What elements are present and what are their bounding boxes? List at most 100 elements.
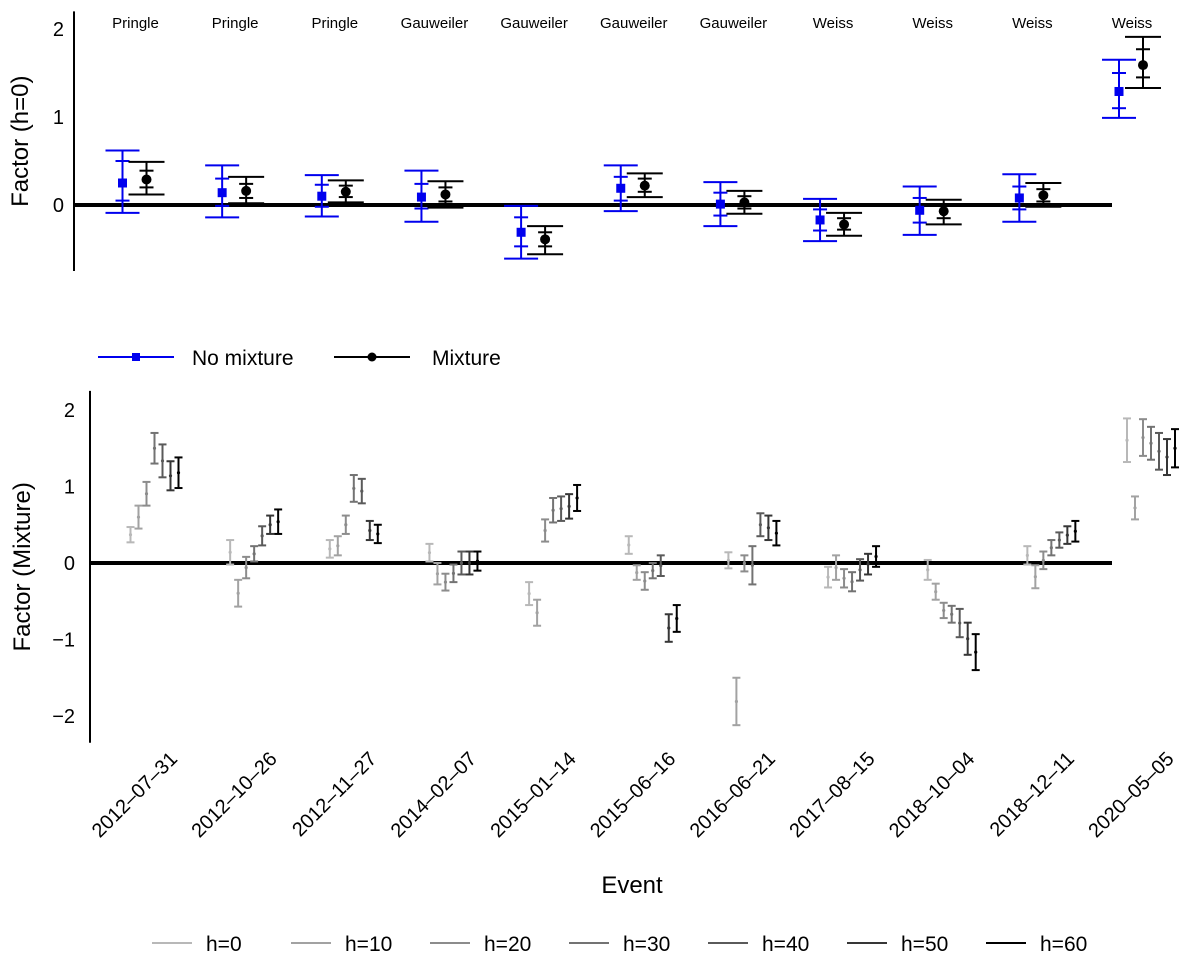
bottom-y-tick-label: −1	[52, 630, 75, 652]
top-y-axis-title: Factor (h=0)	[7, 76, 34, 207]
interval-h10	[433, 562, 442, 586]
interval-midpoint	[1065, 533, 1069, 537]
interval-midpoint	[451, 571, 456, 575]
interval-h40	[557, 495, 566, 522]
interval-midpoint	[667, 626, 671, 630]
top-point-mixture	[327, 179, 364, 204]
interval-h20	[640, 571, 649, 591]
interval-midpoint	[1133, 506, 1137, 510]
top-point-no-mixture	[504, 204, 539, 260]
top-point-no-mixture	[703, 181, 738, 228]
interval-h20	[1039, 550, 1048, 571]
x-axis-title: Event	[601, 872, 663, 899]
interval-h60	[473, 550, 482, 572]
interval-h20	[142, 480, 151, 507]
interval-midpoint	[1173, 446, 1177, 450]
interval-midpoint	[459, 561, 464, 565]
legend-label: h=0	[206, 933, 242, 956]
x-tick-label: 2018–10–04	[885, 748, 979, 842]
bottom-y-tick-label: 2	[64, 400, 75, 422]
circle-marker	[938, 206, 949, 217]
event-annotation: Gauweiler	[401, 15, 469, 32]
interval-h0	[226, 539, 235, 566]
interval-h40	[656, 554, 665, 578]
interval-h0	[1023, 545, 1032, 566]
interval-h30	[947, 604, 956, 624]
circle-marker	[1038, 190, 1049, 201]
interval-midpoint	[659, 564, 663, 568]
interval-midpoint	[651, 569, 655, 573]
interval-h30	[449, 563, 458, 584]
event-annotation: Pringle	[112, 15, 159, 32]
interval-h10	[931, 582, 940, 601]
circle-marker	[739, 197, 750, 208]
interval-h50	[1063, 525, 1072, 545]
interval-h20	[939, 601, 948, 620]
interval-midpoint	[858, 568, 862, 572]
circle-marker	[440, 189, 451, 200]
circle-marker	[540, 234, 551, 245]
top-point-mixture	[527, 225, 564, 256]
top-y-tick-label: 2	[53, 19, 64, 41]
square-marker	[1114, 86, 1124, 96]
interval-midpoint	[360, 489, 364, 493]
interval-h30	[848, 571, 857, 593]
bottom-y-axis-title: Factor (Mixture)	[9, 482, 36, 651]
interval-h60	[373, 523, 382, 545]
circle-marker	[340, 186, 351, 197]
interval-h0	[525, 581, 534, 607]
legend-square-marker	[132, 353, 140, 361]
interval-midpoint	[974, 650, 978, 654]
legend-label: Mixture	[432, 347, 501, 370]
event-annotation: Weiss	[912, 15, 953, 32]
interval-h20	[341, 514, 350, 535]
interval-midpoint	[344, 523, 348, 527]
interval-h40	[756, 512, 765, 538]
interval-midpoint	[966, 637, 970, 641]
square-marker	[317, 191, 327, 201]
event-annotation: Weiss	[1012, 15, 1053, 32]
x-tick-label: 2012–10–26	[187, 748, 281, 842]
interval-h50	[565, 493, 574, 520]
interval-h10	[234, 578, 243, 608]
square-marker	[416, 192, 426, 202]
interval-h60	[274, 508, 283, 535]
interval-h20	[740, 554, 749, 573]
interval-midpoint	[635, 570, 639, 575]
interval-midpoint	[160, 459, 165, 463]
interval-h50	[963, 621, 972, 656]
interval-h60	[971, 633, 980, 672]
top-point-mixture	[1125, 35, 1161, 89]
interval-h40	[955, 607, 964, 639]
interval-h50	[864, 552, 873, 576]
interval-midpoint	[627, 543, 631, 547]
interval-midpoint	[276, 520, 280, 524]
x-tick-label: 2015–06–16	[586, 748, 680, 842]
top-point-mixture	[925, 198, 962, 226]
top-point-no-mixture	[105, 149, 140, 214]
x-tick-label: 2012–11–27	[288, 748, 381, 841]
square-marker	[217, 188, 227, 198]
interval-midpoint	[128, 533, 133, 537]
interval-midpoint	[443, 580, 448, 584]
event-annotation: Weiss	[1112, 15, 1153, 32]
interval-h30	[250, 545, 259, 563]
bottom-y-tick-label: 1	[64, 477, 75, 499]
event-annotation: Pringle	[311, 15, 358, 32]
legend-label: h=50	[901, 933, 948, 956]
interval-midpoint	[643, 579, 647, 583]
x-tick-label: 2018–12–11	[986, 748, 1079, 841]
top-point-no-mixture	[803, 197, 838, 243]
top-point-no-mixture	[1002, 173, 1037, 223]
interval-h30	[1147, 425, 1155, 461]
interval-midpoint	[758, 523, 763, 527]
interval-midpoint	[734, 699, 739, 704]
x-tick-label: 2017–08–15	[785, 748, 879, 842]
event-annotation: Gauweiler	[600, 15, 668, 32]
interval-midpoint	[850, 580, 854, 584]
interval-midpoint	[527, 592, 531, 596]
interval-midpoint	[675, 616, 679, 621]
legend-label: h=60	[1040, 933, 1087, 956]
interval-midpoint	[427, 551, 432, 555]
